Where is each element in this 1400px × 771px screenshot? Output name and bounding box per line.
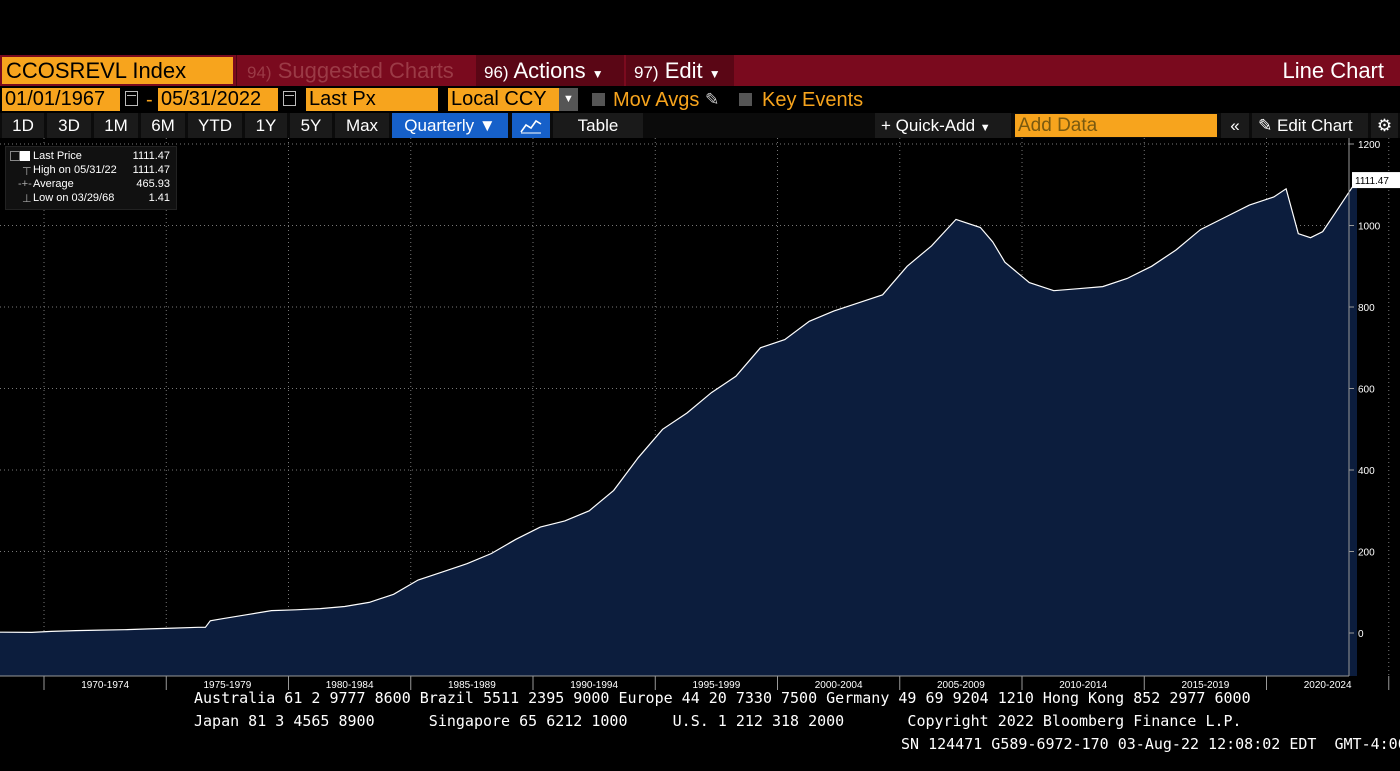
range-button-1y[interactable]: 1Y bbox=[245, 113, 287, 138]
gear-icon[interactable]: ⚙ bbox=[1371, 113, 1398, 138]
range-button-max[interactable]: Max bbox=[335, 113, 389, 138]
y-tick-label: 800 bbox=[1358, 303, 1375, 314]
y-tick-label: 600 bbox=[1358, 385, 1375, 396]
key-events-checkbox[interactable] bbox=[739, 93, 752, 106]
footer-contacts-line1: Australia 61 2 9777 8600 Brazil 5511 239… bbox=[194, 689, 1251, 707]
legend-value: 1111.47 bbox=[132, 164, 170, 176]
x-tick-label: 2000-2004 bbox=[815, 680, 863, 691]
legend-swatch-last-price bbox=[20, 151, 30, 161]
x-tick-label: 1995-1999 bbox=[692, 680, 740, 691]
actions-label: Actions bbox=[513, 58, 586, 83]
range-button-1m[interactable]: 1M bbox=[94, 113, 138, 138]
high-marker-icon: ⊤ bbox=[22, 166, 32, 178]
mov-avgs-label: Mov Avgs bbox=[613, 89, 700, 111]
edit-chart-button[interactable]: ✎ Edit Chart bbox=[1252, 113, 1368, 138]
key-events-label: Key Events bbox=[762, 89, 864, 111]
date-controls: 01/01/1967 - 05/31/2022 Last Px Local CC… bbox=[0, 87, 1400, 113]
end-date-field[interactable]: 05/31/2022 bbox=[158, 88, 278, 111]
last-price-flag-label: 1111.47 bbox=[1355, 176, 1389, 187]
line-chart-icon[interactable] bbox=[512, 113, 550, 138]
quick-add-label: Quick-Add bbox=[895, 116, 976, 135]
x-tick-label: 2010-2014 bbox=[1059, 680, 1107, 691]
range-button-1d[interactable]: 1D bbox=[2, 113, 44, 138]
pencil-icon[interactable]: ✎ bbox=[705, 90, 720, 109]
edit-menu[interactable]: 97) Edit ▼ bbox=[626, 55, 734, 86]
range-button-3d[interactable]: 3D bbox=[47, 113, 91, 138]
mov-avgs-checkbox[interactable] bbox=[592, 93, 605, 106]
legend-label: Average bbox=[33, 178, 74, 190]
legend-collapse-icon[interactable] bbox=[10, 151, 20, 161]
x-tick-label: 2020-2024 bbox=[1304, 680, 1352, 691]
x-tick-label: 2015-2019 bbox=[1181, 680, 1229, 691]
field-selector[interactable]: Last Px bbox=[306, 88, 438, 111]
legend-value: 1.41 bbox=[148, 192, 170, 204]
edit-chart-label: Edit Chart bbox=[1276, 116, 1353, 135]
average-marker-icon: -+- bbox=[18, 178, 32, 190]
pencil-icon: ✎ bbox=[1258, 116, 1273, 135]
calendar-icon[interactable] bbox=[283, 91, 296, 106]
double-chevron-left-icon[interactable]: « bbox=[1221, 113, 1249, 138]
caret-down-icon: ▼ bbox=[591, 67, 604, 81]
y-tick-label: 0 bbox=[1358, 629, 1364, 640]
range-button-ytd[interactable]: YTD bbox=[188, 113, 242, 138]
chart-type-title: Line Chart bbox=[1282, 58, 1384, 83]
y-tick-label: 400 bbox=[1358, 466, 1375, 477]
x-tick-label: 1980-1984 bbox=[326, 680, 374, 691]
y-tick-label: 1200 bbox=[1358, 140, 1381, 151]
x-tick-label: 2005-2009 bbox=[937, 680, 985, 691]
footer-contacts-line2: Japan 81 3 4565 8900 Singapore 65 6212 1… bbox=[194, 712, 1242, 730]
currency-selector[interactable]: Local CCY bbox=[448, 88, 559, 111]
legend-label: Last Price bbox=[33, 150, 82, 162]
caret-down-icon: ▼ bbox=[979, 122, 991, 134]
actions-number: 96) bbox=[484, 63, 509, 82]
caret-down-icon: ▼ bbox=[708, 67, 721, 81]
periodicity-dropdown[interactable]: Quarterly ▼ bbox=[392, 113, 508, 138]
y-tick-label: 200 bbox=[1358, 548, 1375, 559]
legend-label: Low on 03/29/68 bbox=[33, 192, 115, 204]
table-button[interactable]: Table bbox=[553, 113, 643, 138]
legend-label: High on 05/31/22 bbox=[33, 164, 117, 176]
quick-add-button[interactable]: + Quick-Add ▼ bbox=[875, 113, 1011, 138]
date-range-dash: - bbox=[146, 89, 153, 111]
calendar-icon[interactable] bbox=[125, 91, 138, 106]
legend-value: 465.93 bbox=[136, 178, 170, 190]
range-button-6m[interactable]: 6M bbox=[141, 113, 185, 138]
line-chart[interactable]: 0 200 400 600 800 1000 1200 1111.47 1970-1974 197… bbox=[0, 138, 1400, 693]
series-area-last-price bbox=[0, 180, 1357, 676]
chevron-down-icon[interactable]: ▼ bbox=[559, 88, 578, 111]
series-line-last-price bbox=[0, 179, 1358, 634]
legend-value: 1111.47 bbox=[132, 150, 170, 162]
edit-label: Edit bbox=[664, 58, 703, 83]
plus-icon: + bbox=[881, 116, 891, 135]
range-toolbar: 1D 3D 1M 6M YTD 1Y 5Y Max Quarterly ▼ Ta… bbox=[0, 113, 1400, 138]
range-button-5y[interactable]: 5Y bbox=[290, 113, 332, 138]
x-tick-label: 1990-1994 bbox=[570, 680, 618, 691]
chart-legend: Last Price 1111.47 ⊤ High on 05/31/22 11… bbox=[5, 146, 177, 210]
suggested-charts-menu[interactable]: 94) Suggested Charts bbox=[236, 55, 474, 86]
edit-number: 97) bbox=[634, 63, 659, 82]
y-tick-label: 1000 bbox=[1358, 222, 1381, 233]
low-marker-icon: ⊥ bbox=[22, 193, 32, 205]
actions-menu[interactable]: 96) Actions ▼ bbox=[476, 55, 624, 86]
start-date-field[interactable]: 01/01/1967 bbox=[2, 88, 120, 111]
suggested-charts-number: 94) bbox=[247, 63, 272, 82]
add-data-input[interactable]: Add Data bbox=[1015, 114, 1217, 137]
suggested-charts-label: Suggested Charts bbox=[277, 58, 454, 83]
last-price-flag bbox=[1352, 172, 1400, 189]
footer-session-line: SN 124471 G589-6972-170 03-Aug-22 12:08:… bbox=[901, 735, 1400, 753]
ticker-field[interactable]: CCOSREVL Index bbox=[2, 57, 233, 84]
x-tick-label: 1970-1974 bbox=[81, 680, 129, 691]
x-tick-label: 1985-1989 bbox=[448, 680, 496, 691]
toolbar-header: CCOSREVL Index 94) Suggested Charts 96) … bbox=[0, 55, 1400, 86]
x-tick-label: 1975-1979 bbox=[203, 680, 251, 691]
